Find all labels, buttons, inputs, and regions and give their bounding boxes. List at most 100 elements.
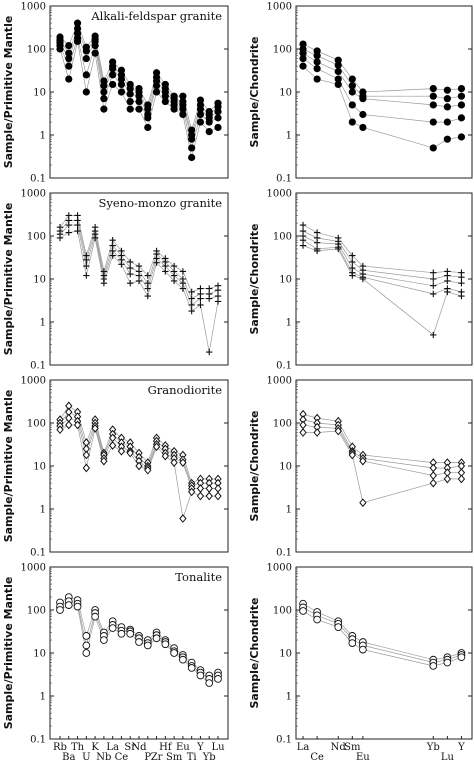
data-point <box>214 298 222 305</box>
data-point <box>109 65 117 73</box>
y-tick-label: 1 <box>286 318 292 329</box>
data-point <box>65 41 73 50</box>
y-tick-label: 1000 <box>21 376 46 387</box>
data-point <box>313 52 321 60</box>
data-point <box>65 54 73 63</box>
data-point <box>348 450 356 460</box>
chart-title: Granodiorite <box>148 383 223 397</box>
y-tick-label: 0.1 <box>30 174 46 185</box>
data-point <box>313 65 321 73</box>
data-point <box>429 478 437 488</box>
series-line <box>302 419 462 469</box>
data-point <box>359 95 367 103</box>
data-point <box>118 261 125 268</box>
data-point <box>458 274 465 281</box>
data-point <box>205 679 214 687</box>
data-point <box>65 75 73 83</box>
data-point <box>127 270 134 278</box>
data-point <box>196 484 205 493</box>
data-point <box>188 144 196 152</box>
y-tick-label: 0.1 <box>276 548 292 559</box>
data-point <box>126 448 134 458</box>
data-point <box>429 144 437 152</box>
data-point <box>187 664 196 672</box>
y-tick-label: 10 <box>279 462 292 473</box>
data-point <box>117 80 126 89</box>
y-tick-label: 1000 <box>21 189 46 200</box>
data-point <box>313 428 321 437</box>
data-point <box>429 118 437 126</box>
data-point <box>144 465 152 475</box>
data-point <box>458 292 465 300</box>
data-point <box>152 88 161 96</box>
data-point <box>196 118 205 126</box>
y-axis-label: Sample/Chondrite <box>248 597 261 708</box>
chart-panel-3: 0.1 1 10 100 1000 Sample/Primitive Mantle Syen… <box>2 189 229 372</box>
data-point <box>348 75 356 83</box>
data-point <box>56 606 64 614</box>
data-point <box>443 86 451 94</box>
data-point <box>196 671 205 680</box>
data-point <box>457 114 466 122</box>
data-point <box>349 258 356 266</box>
data-point <box>457 101 466 109</box>
x-tick-label: Sr <box>124 742 136 753</box>
data-point <box>144 285 151 292</box>
data-point <box>457 84 466 93</box>
y-tick-label: 0.1 <box>276 361 292 372</box>
data-point <box>117 88 126 96</box>
data-point <box>100 636 108 644</box>
data-point <box>444 288 451 296</box>
data-point <box>313 615 321 624</box>
data-point <box>349 272 356 279</box>
series-line <box>302 43 462 93</box>
data-point <box>205 127 213 136</box>
data-point <box>429 92 437 100</box>
data-point <box>117 446 126 456</box>
series-line <box>302 52 462 108</box>
series-line <box>302 230 462 280</box>
data-point <box>126 105 134 113</box>
x-tick-label: Sm <box>344 742 361 753</box>
data-point <box>179 655 187 664</box>
data-point <box>429 84 437 93</box>
data-point <box>126 84 134 93</box>
data-point <box>429 463 437 473</box>
data-point <box>91 423 99 433</box>
y-tick-label: 100 <box>273 232 292 243</box>
data-point <box>430 290 437 298</box>
data-point <box>91 49 99 57</box>
x-tick-label: Y <box>457 742 465 753</box>
series-line <box>303 430 462 504</box>
chart-title: Syeno-monzo granite <box>99 196 223 210</box>
data-point <box>170 277 178 285</box>
data-point <box>430 331 437 339</box>
data-point <box>152 82 161 90</box>
data-point <box>83 256 90 263</box>
data-point <box>161 92 169 100</box>
x-tick-label: Nd <box>331 742 347 753</box>
series-line <box>302 413 462 463</box>
data-point <box>205 484 213 493</box>
chart-panel-6: 0.1 1 10 100 1000 Sample/Chondrite <box>248 376 473 559</box>
y-tick-label: 1000 <box>267 563 292 574</box>
data-point <box>73 420 82 430</box>
data-point <box>179 514 187 523</box>
data-point <box>56 425 64 435</box>
data-point <box>108 624 117 632</box>
chart-panel-7: 0.1 1 10 100 1000 Sample/Primitive Mantle Tona… <box>2 563 229 760</box>
data-point <box>73 602 82 611</box>
y-tick-label: 100 <box>273 45 292 56</box>
y-tick-label: 100 <box>27 419 46 430</box>
data-point <box>170 262 178 270</box>
series-line <box>302 58 462 123</box>
x-tick-label: Eu <box>176 742 190 753</box>
y-axis-label: Sample/Primitive Mantle <box>2 390 15 543</box>
data-point <box>348 101 356 109</box>
data-point <box>179 458 187 467</box>
y-tick-label: 10 <box>279 88 292 99</box>
data-point <box>65 62 73 70</box>
y-axis-label: Sample/Primitive Mantle <box>2 16 15 169</box>
x-tick-label: Th <box>71 742 85 753</box>
